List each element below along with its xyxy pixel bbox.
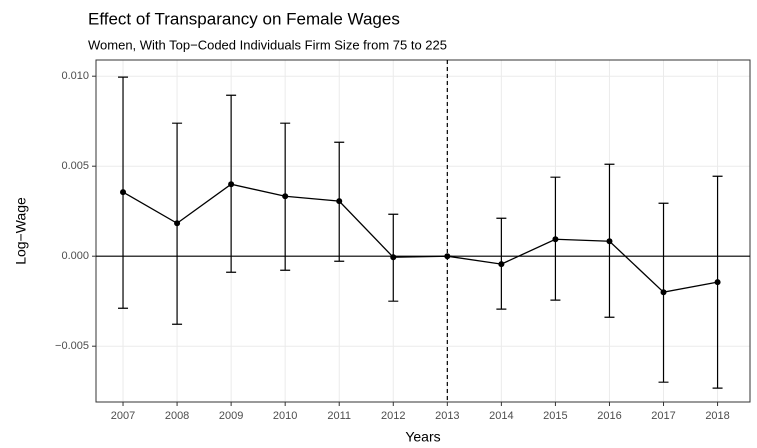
data-point bbox=[498, 261, 505, 268]
x-tick-label: 2015 bbox=[543, 410, 567, 422]
data-point bbox=[174, 220, 181, 227]
data-point bbox=[714, 279, 721, 286]
x-tick-label: 2012 bbox=[381, 410, 405, 422]
x-tick-label: 2011 bbox=[327, 410, 351, 422]
x-tick-label: 2008 bbox=[165, 410, 189, 422]
x-tick-label: 2007 bbox=[111, 410, 135, 422]
plot-border bbox=[95, 59, 751, 403]
x-tick-label: 2016 bbox=[597, 410, 621, 422]
chart-title: Effect of Transparancy on Female Wages bbox=[88, 9, 400, 28]
data-point bbox=[390, 254, 397, 261]
x-tick-label: 2018 bbox=[705, 410, 729, 422]
data-point bbox=[660, 289, 667, 296]
x-axis-label: Years bbox=[405, 429, 440, 445]
y-tick-label: 0.005 bbox=[61, 160, 89, 172]
data-point bbox=[120, 189, 127, 196]
x-tick-label: 2013 bbox=[435, 410, 459, 422]
data-point bbox=[444, 253, 451, 260]
data-point bbox=[552, 236, 559, 243]
y-tick-label: 0.010 bbox=[61, 70, 89, 82]
y-tick-label: 0.000 bbox=[61, 250, 89, 262]
x-tick-label: 2014 bbox=[489, 410, 513, 422]
x-tick-label: 2017 bbox=[651, 410, 675, 422]
data-point bbox=[228, 181, 235, 188]
y-axis-label: Log−Wage bbox=[13, 197, 29, 265]
data-point bbox=[336, 198, 343, 205]
chart-subtitle: Women, With Top−Coded Individuals Firm S… bbox=[88, 37, 447, 52]
x-tick-label: 2009 bbox=[219, 410, 243, 422]
y-tick-label: −0.005 bbox=[55, 340, 89, 352]
data-point bbox=[282, 193, 289, 200]
data-point bbox=[606, 238, 613, 245]
x-tick-label: 2010 bbox=[273, 410, 297, 422]
series-line bbox=[122, 183, 718, 293]
